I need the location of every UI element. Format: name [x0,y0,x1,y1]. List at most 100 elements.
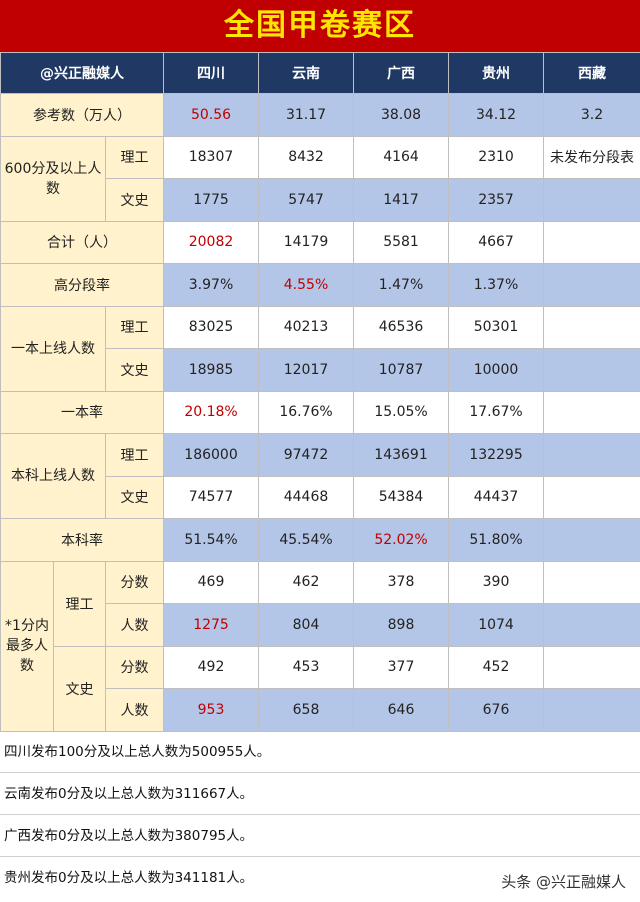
cell: 3.2 [543,93,640,137]
cell [543,603,640,647]
label-high-rate: 高分段率 [0,263,165,307]
cell: 1.37% [448,263,545,307]
cell: 390 [448,560,545,604]
label-score: 分数 [104,645,165,689]
label-examinees: 参考数（万人） [0,93,165,137]
cell: 50.56 [163,93,260,137]
cell: 40213 [258,305,355,349]
cell: 74577 [163,475,260,519]
cell [543,475,640,519]
label-science: 理工 [104,305,165,349]
cell: 5747 [258,178,355,222]
cell: 44437 [448,475,545,519]
cell: 52.02% [353,518,450,562]
header-row: @兴正融媒人 四川 云南 广西 贵州 西藏 [0,52,640,94]
watermark: 头条 @兴正融媒人 [501,871,626,892]
cell: 453 [258,645,355,689]
row-arts-score: 文史 分数 492 453 377 452 [1,645,640,732]
cell: 34.12 [448,93,545,137]
cell: 143691 [353,433,450,477]
cell: 18985 [163,348,260,392]
label-undergrad-rate: 本科率 [0,518,165,562]
label-tier1-rate: 一本率 [0,390,165,434]
cell: 1775 [163,178,260,222]
cell [543,220,640,264]
row-above600-science: 600分及以上人数 理工 18307 8432 4164 2310 未发布分段表 [0,135,640,222]
cell: 3.97% [163,263,260,307]
cell: 46536 [353,305,450,349]
col-header-sichuan: 四川 [163,52,260,94]
label-undergrad: 本科上线人数 [0,433,106,519]
cell [543,348,640,392]
cell: 2357 [448,178,545,222]
cell: 2310 [448,135,545,179]
cell: 4164 [353,135,450,179]
cell: 未发布分段表 [543,135,640,179]
cell: 898 [353,603,450,647]
cell: 20.18% [163,390,260,434]
cell: 377 [353,645,450,689]
label-most-at-1pt: *1分内最多人数 [0,560,54,732]
row-science-count: 人数 1275 804 898 1074 [1,603,640,647]
row-high-rate: 高分段率 3.97% 4.55% 1.47% 1.37% [0,263,640,307]
cell: 186000 [163,433,260,477]
cell: 132295 [448,433,545,477]
cell: 4667 [448,220,545,264]
cell: 658 [258,688,355,732]
row-tier1-science: 一本上线人数 理工 83025 40213 46536 50301 [0,305,640,392]
cell: 18307 [163,135,260,179]
cell: 462 [258,560,355,604]
cell: 452 [448,645,545,689]
label-arts: 文史 [104,475,165,519]
label-count: 人数 [104,603,165,647]
row-undergrad-science: 本科上线人数 理工 186000 97472 143691 132295 [0,433,640,519]
cell [543,645,640,689]
cell: 97472 [258,433,355,477]
col-header-yunnan: 云南 [258,52,355,94]
cell: 676 [448,688,545,732]
label-count: 人数 [104,688,165,732]
col-header-guangxi: 广西 [353,52,450,94]
cell [543,433,640,477]
col-header-guizhou: 贵州 [448,52,545,94]
row-undergrad-arts: 文史 74577 44468 54384 44437 [1,475,640,519]
cell [543,305,640,349]
cell: 14179 [258,220,355,264]
label-science: 理工 [104,135,165,179]
row-tier1-rate: 一本率 20.18% 16.76% 15.05% 17.67% [0,390,640,434]
cell: 12017 [258,348,355,392]
cell: 10787 [353,348,450,392]
cell: 1275 [163,603,260,647]
row-undergrad-rate: 本科率 51.54% 45.54% 52.02% 51.80% [0,518,640,562]
cell: 469 [163,560,260,604]
cell: 20082 [163,220,260,264]
row-arts-count: 人数 953 658 646 676 [1,688,640,732]
note-line: 贵州发布0分及以上总人数为341181人。 [4,870,254,886]
label-total: 合计（人） [0,220,165,264]
cell: 1417 [353,178,450,222]
cell [543,688,640,732]
label-score: 分数 [104,560,165,604]
row-examinees: 参考数（万人） 50.56 31.17 38.08 34.12 3.2 [0,93,640,137]
row-above600-arts: 文史 1775 5747 1417 2357 [1,178,640,222]
cell: 54384 [353,475,450,519]
cell [543,518,640,562]
cell: 50301 [448,305,545,349]
cell: 8432 [258,135,355,179]
label-science: 理工 [53,560,106,647]
cell: 51.80% [448,518,545,562]
cell: 83025 [163,305,260,349]
row-science-score: *1分内最多人数 理工 分数 469 462 378 390 [0,560,640,732]
cell: 1074 [448,603,545,647]
note-line: 四川发布100分及以上总人数为500955人。 [0,732,640,773]
row-tier1-arts: 文史 18985 12017 10787 10000 [1,348,640,392]
cell [543,560,640,604]
cell: 646 [353,688,450,732]
cell: 31.17 [258,93,355,137]
cell: 953 [163,688,260,732]
cell: 492 [163,645,260,689]
label-science: 理工 [104,433,165,477]
cell [543,390,640,434]
cell: 4.55% [258,263,355,307]
cell: 51.54% [163,518,260,562]
